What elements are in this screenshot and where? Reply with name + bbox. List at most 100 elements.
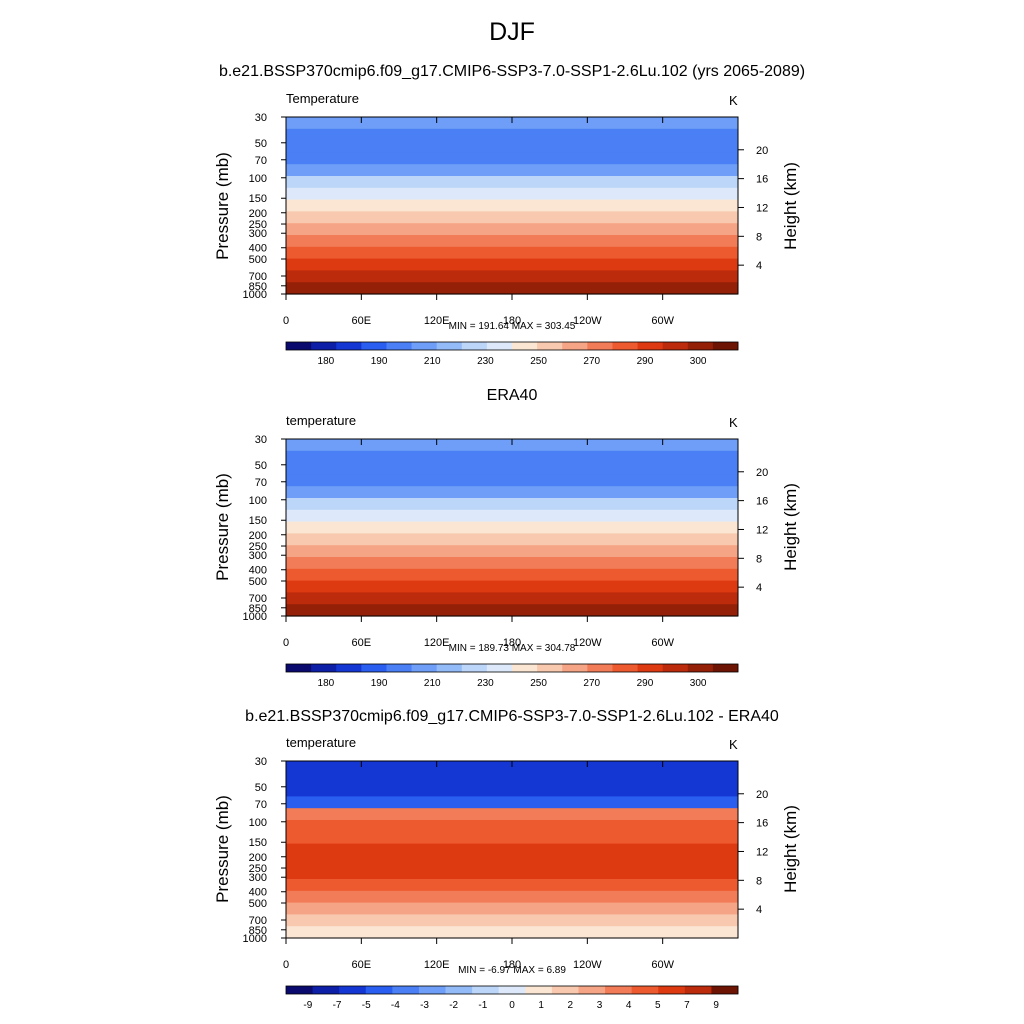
- y-tick-label: 700: [249, 915, 267, 927]
- colorbar-label: 300: [690, 678, 707, 689]
- colorbar-swatch: [336, 342, 362, 350]
- colorbar-swatch: [472, 986, 500, 994]
- y-tick-label: 50: [255, 782, 267, 794]
- panel-3-title: b.e21.BSSP370cmip6.f09_g17.CMIP6-SSP3-7.…: [245, 708, 779, 725]
- contour-band: [286, 211, 738, 224]
- colorbar-label: 210: [424, 356, 441, 367]
- height-tick-label: 4: [756, 582, 762, 594]
- colorbar-label: 3: [597, 1000, 603, 1011]
- colorbar-swatch: [461, 664, 488, 672]
- y-tick-label: 1000: [243, 933, 267, 945]
- contour-band: [286, 831, 738, 845]
- x-tick-label: 120E: [424, 315, 450, 327]
- y-tick-label: 100: [249, 495, 267, 507]
- height-tick-label: 20: [756, 467, 768, 479]
- height-tick-label: 16: [756, 818, 768, 830]
- colorbar-swatch: [392, 986, 420, 994]
- colorbar-swatch: [445, 986, 473, 994]
- contour-band: [286, 521, 738, 534]
- colorbar-label: -2: [449, 1000, 458, 1011]
- x-tick-label: 60E: [352, 637, 372, 649]
- colorbar-swatch: [587, 342, 613, 350]
- y-tick-label: 700: [249, 271, 267, 283]
- y-tick-label: 30: [255, 112, 267, 124]
- y-tick-label: 150: [249, 193, 267, 205]
- colorbar-swatch: [311, 664, 337, 672]
- colorbar-swatch: [631, 986, 659, 994]
- contour-band: [286, 855, 738, 868]
- x-tick-label: 0: [283, 637, 289, 649]
- height-tick-label: 20: [756, 145, 768, 157]
- contour-band: [286, 498, 738, 511]
- colorbar-label: 1: [538, 1000, 544, 1011]
- y-tick-label: 200: [249, 530, 267, 542]
- colorbar-label: -9: [303, 1000, 312, 1011]
- colorbar-swatch: [311, 342, 337, 350]
- contour-band: [286, 545, 738, 558]
- height-tick-label: 12: [756, 202, 768, 214]
- x-tick-label: 180: [503, 959, 521, 971]
- height-tick-label: 4: [756, 904, 762, 916]
- height-tick-label: 16: [756, 174, 768, 186]
- height-tick-label: 4: [756, 260, 762, 272]
- contour-band: [286, 784, 738, 797]
- colorbar-swatch: [436, 342, 463, 350]
- colorbar-swatch: [578, 986, 606, 994]
- colorbar-label: 230: [477, 356, 494, 367]
- x-tick-label: 120W: [573, 959, 602, 971]
- colorbar-label: 9: [713, 1000, 719, 1011]
- x-tick-label: 60W: [651, 315, 674, 327]
- contour-band: [286, 128, 738, 142]
- colorbar-label: 5: [655, 1000, 661, 1011]
- contour-band: [286, 462, 738, 475]
- x-tick-label: 180: [503, 315, 521, 327]
- colorbar-swatch: [286, 664, 312, 672]
- contour-band: [286, 902, 738, 915]
- colorbar-swatch: [486, 664, 513, 672]
- y-tick-label: 300: [249, 550, 267, 562]
- contour-band: [286, 439, 738, 452]
- colorbar-swatch: [537, 664, 563, 672]
- colorbar-label: 2: [568, 1000, 574, 1011]
- colorbar-swatch: [662, 664, 689, 672]
- y-tick-label: 70: [255, 477, 267, 489]
- colorbar-label: -5: [362, 1000, 371, 1011]
- colorbar-label: 7: [684, 1000, 690, 1011]
- y-tick-label: 400: [249, 887, 267, 899]
- colorbar-swatch: [312, 986, 340, 994]
- y-tick-label: 50: [255, 138, 267, 150]
- colorbar-swatch: [461, 342, 488, 350]
- colorbar-swatch: [711, 986, 739, 994]
- panel-2-min-max: MIN = 189.73 MAX = 304.78: [448, 643, 576, 654]
- height-tick-label: 20: [756, 789, 768, 801]
- colorbar-label: 180: [318, 678, 335, 689]
- colorbar-label: 270: [583, 678, 600, 689]
- contour-band: [286, 164, 738, 177]
- x-tick-label: 180: [503, 637, 521, 649]
- y-tick-label: 200: [249, 852, 267, 864]
- y-tick-label: 500: [249, 576, 267, 588]
- contour-band: [286, 486, 738, 499]
- colorbar-swatch: [658, 986, 686, 994]
- colorbar-swatch: [687, 342, 714, 350]
- panel-3-variable-label: temperature: [286, 735, 357, 750]
- y-tick-label: 300: [249, 872, 267, 884]
- y-tick-label: 200: [249, 208, 267, 220]
- height-tick-label: 8: [756, 875, 762, 887]
- y-tick-label: 400: [249, 565, 267, 577]
- x-tick-label: 60E: [352, 959, 372, 971]
- contour-band: [286, 843, 738, 856]
- colorbar-swatch: [637, 664, 664, 672]
- colorbar-label: 180: [318, 356, 335, 367]
- contour-band: [286, 187, 738, 201]
- colorbar-label: 250: [530, 356, 547, 367]
- contour-band: [286, 235, 738, 248]
- contour-band: [286, 808, 738, 821]
- height-tick-label: 12: [756, 524, 768, 536]
- y-tick-label: 50: [255, 460, 267, 472]
- colorbar-label: 4: [626, 1000, 632, 1011]
- colorbar-label: -3: [420, 1000, 429, 1011]
- contour-band: [286, 568, 738, 582]
